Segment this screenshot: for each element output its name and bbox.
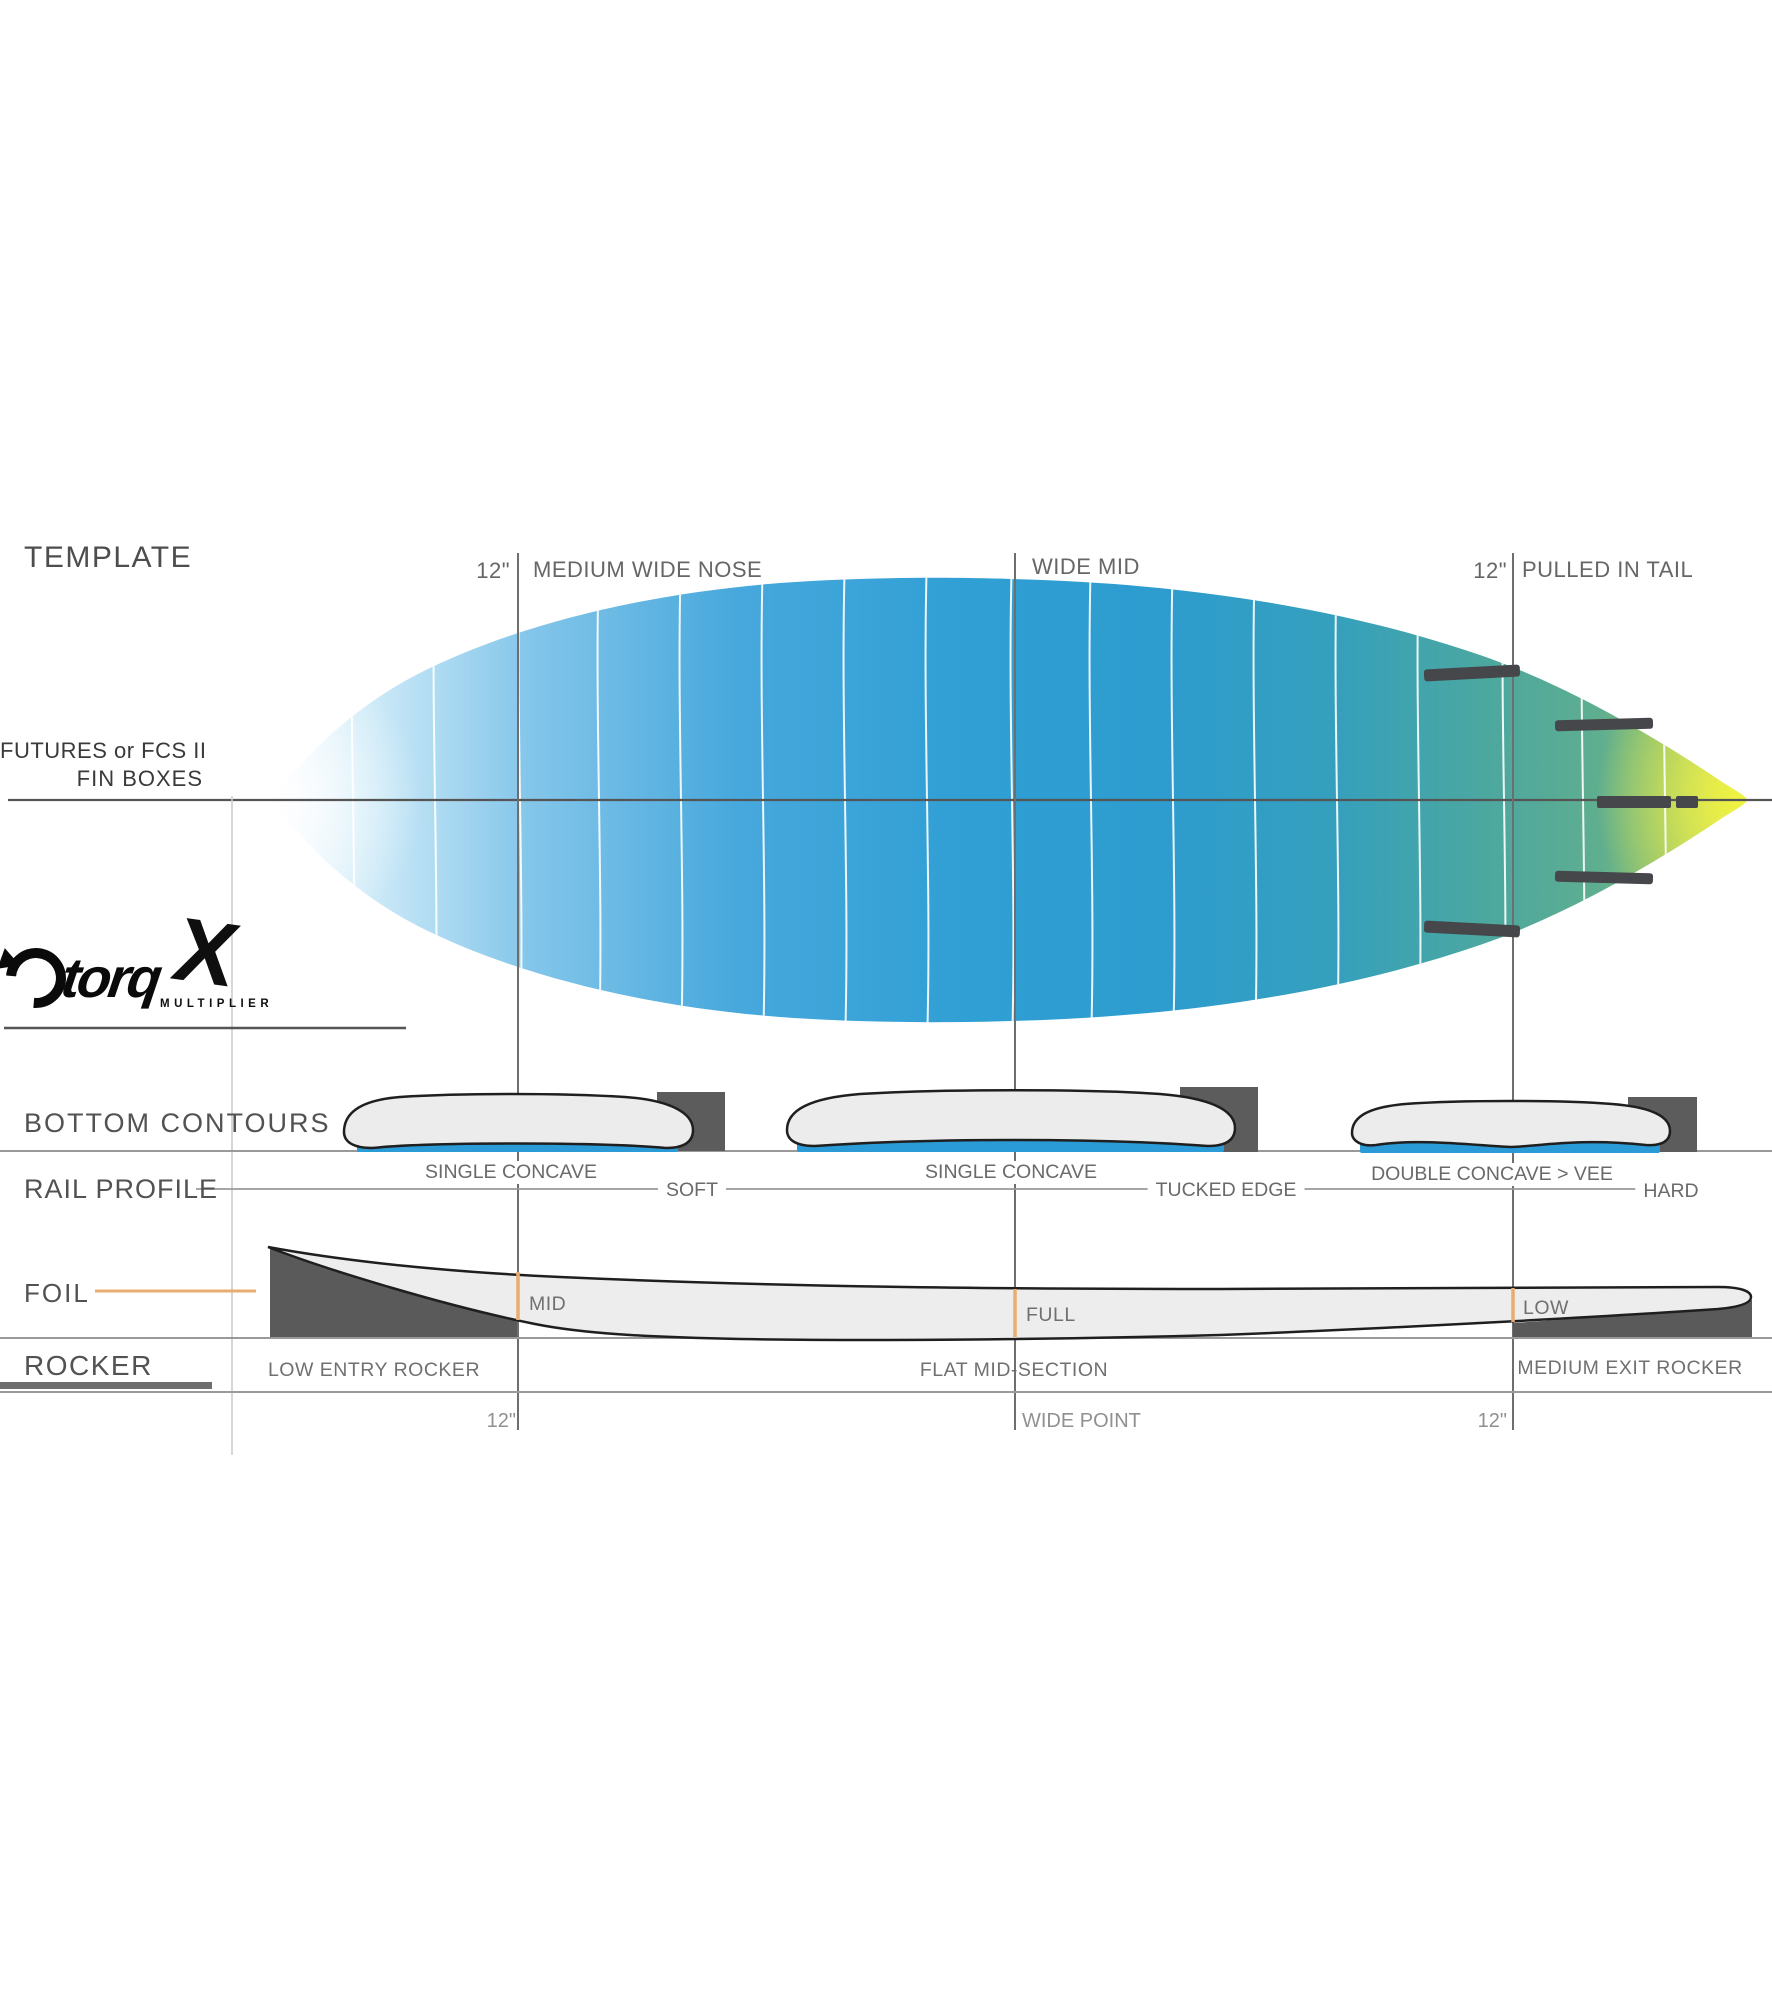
- bottom-tail-12in-label: 12": [1477, 1410, 1507, 1432]
- rocker-label-exit: MEDIUM EXIT ROCKER: [1517, 1357, 1743, 1379]
- foil-label-full: FULL: [1026, 1304, 1076, 1326]
- rail-label-hard: HARD: [1635, 1180, 1707, 1203]
- rail-label-tucked-edge: TUCKED EDGE: [1147, 1179, 1305, 1202]
- fin-box-front-upper: [1423, 664, 1521, 682]
- rocker-left-bar: [0, 1382, 212, 1389]
- foil-side-profile: [267, 1245, 1753, 1342]
- contour-cross-section-mid: [785, 1089, 1237, 1148]
- medium-wide-nose-label: MEDIUM WIDE NOSE: [533, 557, 763, 582]
- fin-box-rear-lower: [1554, 870, 1654, 885]
- rocker-label-mid: FLAT MID-SECTION: [919, 1359, 1109, 1381]
- wide-point-label: WIDE POINT: [1022, 1410, 1141, 1432]
- tail-12in-label: 12": [1473, 558, 1507, 583]
- fin-note-line1: FUTURES or FCS II: [0, 738, 207, 763]
- fin-box-front-lower: [1423, 920, 1521, 938]
- foil-label-mid: MID: [529, 1293, 567, 1315]
- fin-box-center-short: [1676, 796, 1698, 808]
- bottom-contours-heading: BOTTOM CONTOURS: [24, 1108, 331, 1138]
- contour-label-nose: SINGLE CONCAVE: [419, 1161, 603, 1184]
- wide-mid-label: WIDE MID: [1032, 554, 1140, 579]
- rail-profile-heading: RAIL PROFILE: [24, 1174, 219, 1204]
- contour-cross-section-nose: [342, 1092, 695, 1150]
- fin-box-group: [1423, 664, 1698, 938]
- torq-wordmark: torq: [57, 946, 164, 1009]
- foil-label-low: LOW: [1523, 1297, 1569, 1319]
- fin-box-center-long: [1597, 796, 1671, 808]
- concave-bar-mid: [797, 1140, 1224, 1152]
- multiplier-wordmark: MULTIPLIER: [160, 998, 274, 1010]
- fin-box-rear-upper: [1554, 717, 1654, 732]
- rocker-heading: ROCKER: [24, 1350, 153, 1381]
- contour-label-mid: SINGLE CONCAVE: [919, 1161, 1103, 1184]
- contour-cross-section-tail: [1350, 1099, 1672, 1149]
- rail-label-soft: SOFT: [658, 1179, 726, 1202]
- fin-note-line2: FIN BOXES: [76, 766, 203, 791]
- nose-12in-label: 12": [476, 558, 510, 583]
- foil-markers: [95, 1272, 1515, 1337]
- template-heading: TEMPLATE: [24, 541, 193, 574]
- rocker-label-entry: LOW ENTRY ROCKER: [267, 1359, 481, 1381]
- contour-label-tail: DOUBLE CONCAVE > VEE: [1365, 1163, 1619, 1186]
- bottom-nose-12in-label: 12": [486, 1410, 516, 1432]
- torq-logo: torq: [0, 935, 163, 1021]
- foil-heading: FOIL: [24, 1278, 90, 1308]
- pulled-in-tail-label: PULLED IN TAIL: [1522, 557, 1694, 582]
